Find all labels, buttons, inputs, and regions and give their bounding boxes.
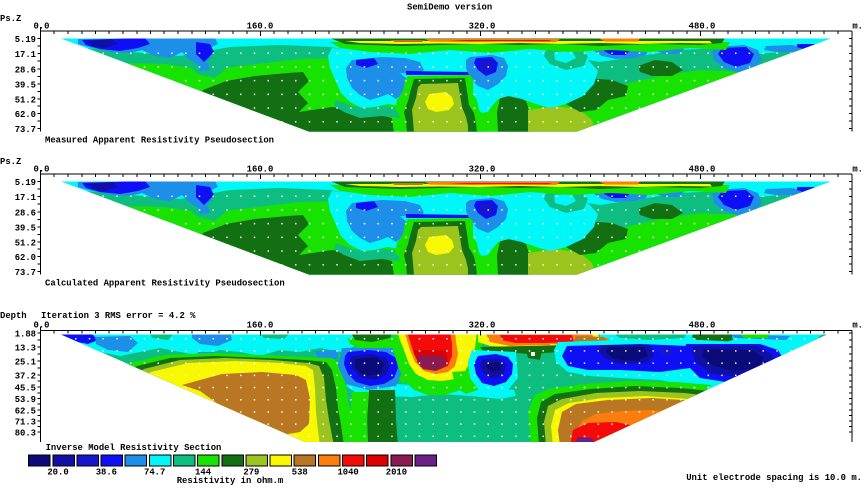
- svg-text:62.0: 62.0: [15, 110, 36, 120]
- svg-text:45.5: 45.5: [15, 384, 36, 394]
- svg-text:538: 538: [292, 468, 308, 478]
- svg-text:17.1: 17.1: [15, 193, 36, 203]
- svg-text:62.0: 62.0: [15, 253, 36, 263]
- svg-text:5.19: 5.19: [15, 35, 36, 45]
- svg-text:Unit electrode spacing is 10.0: Unit electrode spacing is 10.0 m.: [686, 473, 862, 483]
- svg-text:0.0: 0.0: [34, 321, 50, 331]
- svg-text:20.0: 20.0: [47, 468, 68, 478]
- svg-text:SemiDemo version: SemiDemo version: [407, 2, 492, 12]
- svg-text:39.5: 39.5: [15, 224, 36, 234]
- svg-text:Inverse Model Resistivity Sect: Inverse Model Resistivity Section: [46, 443, 222, 453]
- svg-text:80.3: 80.3: [15, 429, 36, 439]
- svg-text:28.6: 28.6: [15, 65, 36, 75]
- svg-text:73.7: 73.7: [15, 125, 36, 135]
- svg-text:17.1: 17.1: [15, 50, 36, 60]
- svg-text:Measured Apparent Resistivity: Measured Apparent Resistivity Pseudosect…: [45, 136, 274, 146]
- svg-text:480.0: 480.0: [689, 321, 716, 331]
- svg-text:25.1: 25.1: [15, 358, 36, 368]
- svg-text:Iteration 3 RMS error = 4.2 %: Iteration 3 RMS error = 4.2 %: [41, 311, 196, 321]
- svg-text:13.3: 13.3: [15, 344, 36, 354]
- svg-text:51.2: 51.2: [15, 238, 36, 248]
- svg-text:39.5: 39.5: [15, 81, 36, 91]
- svg-text:Resistivity in ohm.m: Resistivity in ohm.m: [177, 476, 284, 486]
- svg-text:480.0: 480.0: [689, 22, 716, 32]
- svg-text:62.5: 62.5: [15, 407, 36, 417]
- svg-text:37.2: 37.2: [15, 372, 36, 382]
- svg-text:51.2: 51.2: [15, 95, 36, 105]
- svg-text:Depth: Depth: [0, 311, 27, 321]
- svg-text:0.0: 0.0: [34, 22, 50, 32]
- svg-text:320.0: 320.0: [469, 321, 496, 331]
- svg-text:320.0: 320.0: [469, 22, 496, 32]
- svg-text:74.7: 74.7: [144, 468, 165, 478]
- svg-text:0.0: 0.0: [34, 165, 50, 175]
- svg-text:144: 144: [195, 468, 212, 478]
- svg-text:160.0: 160.0: [247, 165, 274, 175]
- svg-text:Ps.Z: Ps.Z: [0, 157, 21, 167]
- svg-text:5.19: 5.19: [15, 178, 36, 188]
- svg-text:160.0: 160.0: [247, 321, 274, 331]
- svg-text:m.: m.: [852, 165, 863, 175]
- svg-text:m.: m.: [852, 22, 863, 32]
- svg-text:Ps.Z: Ps.Z: [0, 14, 21, 24]
- svg-text:m.: m.: [852, 321, 863, 331]
- svg-text:Calculated Apparent Resistivit: Calculated Apparent Resistivity Pseudose…: [45, 279, 285, 289]
- svg-text:480.0: 480.0: [689, 165, 716, 175]
- svg-text:2010: 2010: [386, 468, 407, 478]
- svg-text:38.6: 38.6: [96, 468, 117, 478]
- svg-text:1040: 1040: [337, 468, 358, 478]
- svg-text:320.0: 320.0: [469, 165, 496, 175]
- svg-text:28.6: 28.6: [15, 208, 36, 218]
- svg-text:279: 279: [243, 468, 259, 478]
- svg-text:73.7: 73.7: [15, 268, 36, 278]
- svg-text:71.3: 71.3: [15, 418, 36, 428]
- svg-text:1.88: 1.88: [15, 330, 36, 340]
- svg-text:160.0: 160.0: [247, 22, 274, 32]
- svg-text:53.9: 53.9: [15, 395, 36, 405]
